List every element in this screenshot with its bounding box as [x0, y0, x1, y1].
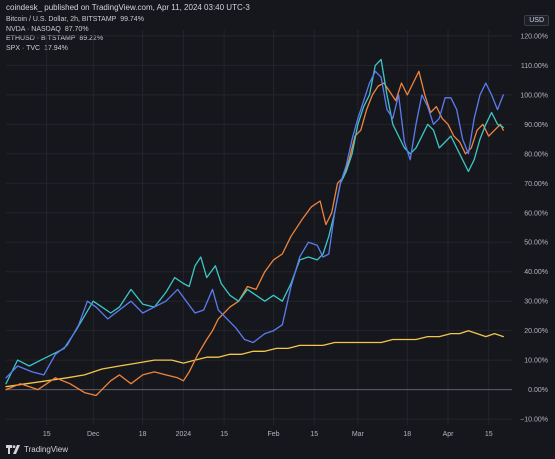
tradingview-logo-icon — [6, 445, 20, 454]
y-tick-label: 100.00% — [520, 92, 548, 99]
legend-series-name: Bitcoin / U.S. Dollar, 2h, BITSTAMP — [6, 16, 117, 23]
tradingview-branding: TradingView — [6, 445, 68, 454]
x-tick-label: 15 — [310, 431, 318, 438]
x-tick-label: Dec — [87, 431, 100, 438]
legend-series-value: 87.70% — [64, 25, 89, 33]
x-tick-label: 2024 — [176, 431, 192, 438]
y-tick-label: 70.00% — [524, 181, 548, 188]
legend-series-name: SPX · TVC — [6, 44, 41, 52]
tradingview-brand-label: TradingView — [24, 445, 69, 454]
y-tick-label: 110.00% — [521, 63, 548, 70]
y-tick-label: 120.00% — [520, 33, 548, 40]
y-tick-label: 30.00% — [524, 299, 548, 306]
chart-legend: Bitcoin / U.S. Dollar, 2h, BITSTAMP 99.7… — [6, 15, 144, 53]
currency-button[interactable]: USD — [524, 15, 549, 26]
legend-series-value: 17.94% — [44, 44, 68, 52]
y-tick-label: 80.00% — [524, 151, 548, 158]
legend-item-spx: SPX · TVC 17.94% — [6, 44, 144, 54]
x-tick-label: Mar — [352, 431, 365, 438]
x-tick-label: 15 — [485, 431, 493, 438]
series-line-1 — [5, 70, 504, 397]
y-tick-label: 10.00% — [524, 358, 548, 365]
x-tick-label: 18 — [403, 431, 411, 438]
y-tick-label: 50.00% — [524, 240, 548, 247]
x-tick-label: 18 — [139, 431, 147, 438]
legend-series-value: 99.74% — [120, 16, 144, 23]
x-tick-label: 15 — [43, 431, 51, 438]
legend-item-btc: Bitcoin / U.S. Dollar, 2h, BITSTAMP 99.7… — [6, 15, 144, 25]
publication-header: coindesk_ published on TradingView.com, … — [6, 3, 250, 12]
y-tick-label: 60.00% — [524, 210, 548, 217]
series-line-3 — [5, 330, 504, 388]
y-tick-label: 0.00% — [528, 387, 548, 394]
series-line-0 — [5, 70, 504, 379]
legend-series-value: 89.22% — [79, 35, 104, 42]
y-tick-label: 40.00% — [524, 269, 548, 276]
x-tick-label: 15 — [220, 431, 228, 438]
legend-series-name: NVDA · NASDAQ — [6, 25, 61, 33]
y-tick-label: 90.00% — [524, 122, 548, 129]
legend-series-name: ETHUSD · BITSTAMP — [6, 35, 76, 42]
series-line-2 — [5, 58, 504, 385]
y-tick-label: −10.00% — [520, 417, 548, 424]
legend-item-nvda: NVDA · NASDAQ 87.70% — [6, 25, 144, 35]
y-tick-label: 20.00% — [524, 328, 548, 335]
x-tick-label: Apr — [443, 431, 455, 438]
x-tick-label: Feb — [268, 431, 280, 438]
legend-item-eth: ETHUSD · BITSTAMP 89.22% — [6, 34, 144, 44]
